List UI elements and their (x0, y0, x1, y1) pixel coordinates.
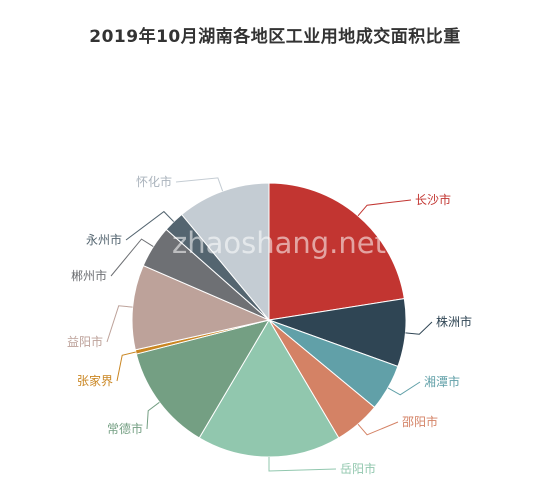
leader-line (146, 401, 160, 430)
leader-line (357, 199, 412, 217)
pie-slice[interactable] (135, 319, 271, 439)
slice-label: 郴州市 (71, 268, 107, 283)
slice-label: 株洲市 (436, 314, 472, 329)
leader-line (110, 238, 154, 277)
leader-line (125, 210, 175, 241)
slice-label: 湘潭市 (424, 374, 460, 389)
leader-line (387, 381, 421, 396)
slice-label: 怀化市 (136, 174, 172, 189)
leader-line (116, 351, 136, 382)
pie-slice[interactable] (268, 182, 405, 321)
slice-label: 永州市 (86, 232, 122, 247)
slice-label: 岳阳市 (340, 461, 376, 476)
slice-label: 张家界 (77, 373, 113, 388)
leader-line (175, 177, 224, 192)
leader-line (405, 321, 433, 335)
leader-line (357, 421, 399, 436)
slice-label: 常德市 (107, 421, 143, 436)
slice-label: 长沙市 (415, 192, 451, 207)
leader-line (268, 457, 337, 472)
slice-label: 邵阳市 (402, 414, 438, 429)
leader-lines (106, 177, 433, 472)
pie-slices (131, 182, 407, 458)
pie-slice[interactable] (131, 264, 271, 351)
leader-line (106, 305, 133, 343)
slice-label: 益阳市 (67, 334, 103, 349)
chart-title: 2019年10月湖南各地区工业用地成交面积比重 (89, 27, 461, 47)
pie-slice[interactable] (198, 319, 340, 458)
